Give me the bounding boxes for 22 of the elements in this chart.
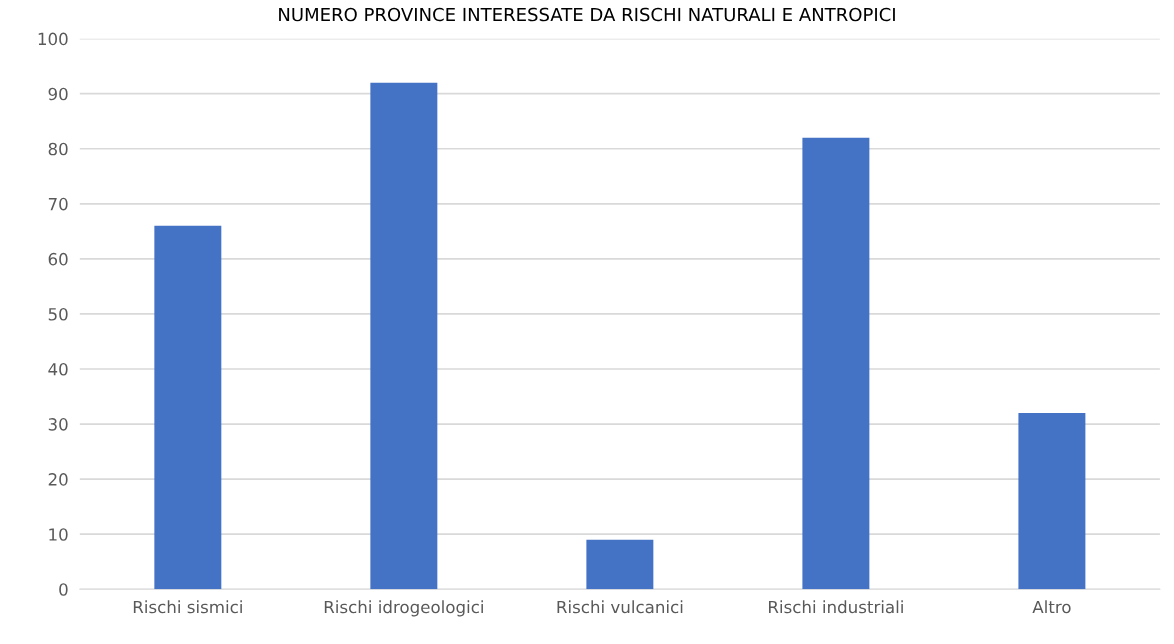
bar [1018, 413, 1086, 590]
y-tick-label: 90 [48, 87, 68, 101]
y-tick-label: 50 [48, 307, 68, 321]
bar [586, 539, 654, 590]
x-tick-label: Rischi sismici [133, 600, 242, 614]
x-tick-label: Altro [1032, 600, 1071, 614]
y-tick-label: 10 [49, 528, 68, 541]
x-tick-label: Rischi industriali [769, 600, 903, 614]
bar [370, 82, 438, 590]
y-tick-label: 60 [48, 252, 68, 266]
y-tick-label: 70 [48, 197, 68, 211]
bar [154, 225, 222, 590]
y-tick-label: 40 [48, 362, 68, 376]
y-tick-label: 30 [48, 418, 68, 431]
y-tick-label: 0 [59, 583, 68, 596]
y-tick-label: 80 [48, 142, 68, 156]
y-tick-label: 100 [38, 32, 68, 46]
x-tick-label: Rischi vulcanici [557, 600, 683, 614]
chart-title: NUMERO PROVINCE INTERESSATE DA RISCHI NATURALI E ANTROPICI [279, 7, 895, 22]
x-tick-label: Rischi idrogeologici [324, 600, 483, 617]
y-tick-label: 20 [48, 473, 68, 486]
bar [802, 137, 870, 590]
